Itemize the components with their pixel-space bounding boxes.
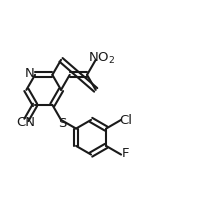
Text: CN: CN: [16, 116, 35, 129]
Text: N: N: [25, 67, 35, 80]
Text: Cl: Cl: [119, 114, 132, 127]
Text: F: F: [122, 148, 129, 161]
Text: S: S: [58, 117, 66, 130]
Text: NO$_2$: NO$_2$: [88, 51, 115, 66]
